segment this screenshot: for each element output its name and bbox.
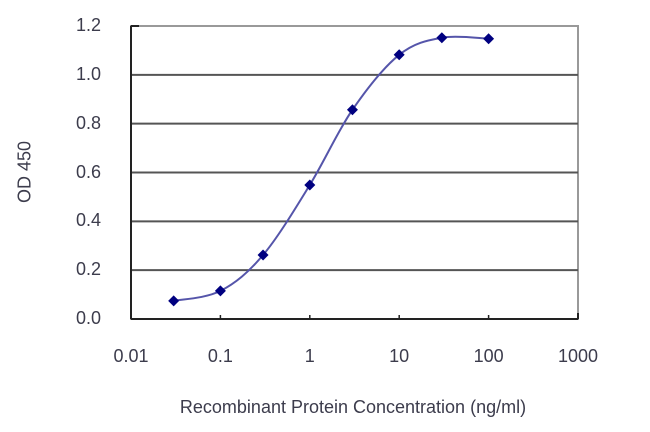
x-tick-label: 1000 (557, 346, 599, 366)
data-point-diamond-marker (257, 249, 269, 261)
x-tick-label: 1 (304, 346, 315, 366)
data-point-diamond-marker (168, 295, 180, 307)
data-point-diamond-marker (393, 49, 405, 61)
x-tick-label: 0.01 (113, 346, 149, 366)
y-axis-title: OD 450 (14, 140, 35, 204)
data-point-diamond-marker (483, 33, 495, 45)
y-tick-label: 0.6 (75, 161, 101, 182)
data-point-diamond-marker (214, 285, 226, 297)
y-tick-label: 1.0 (75, 63, 101, 84)
data-point-diamond-marker (346, 104, 358, 116)
x-tick-label: 0.1 (207, 346, 233, 366)
x-tick-label: 10 (389, 346, 410, 366)
y-tick-label: 1.2 (75, 15, 101, 35)
y-tick-label: 0.4 (75, 210, 101, 231)
fit-curve (173, 35, 489, 302)
y-tick-label: 0.8 (75, 112, 101, 133)
y-tick-label: 0.0 (75, 308, 101, 328)
y-tick-label: 0.2 (75, 259, 101, 280)
data-point-diamond-marker (436, 32, 448, 44)
x-tick-label: 100 (473, 346, 504, 366)
data-point-diamond-marker (304, 179, 316, 191)
x-axis-title: Recombinant Protein Concentration (ng/ml… (179, 397, 527, 417)
